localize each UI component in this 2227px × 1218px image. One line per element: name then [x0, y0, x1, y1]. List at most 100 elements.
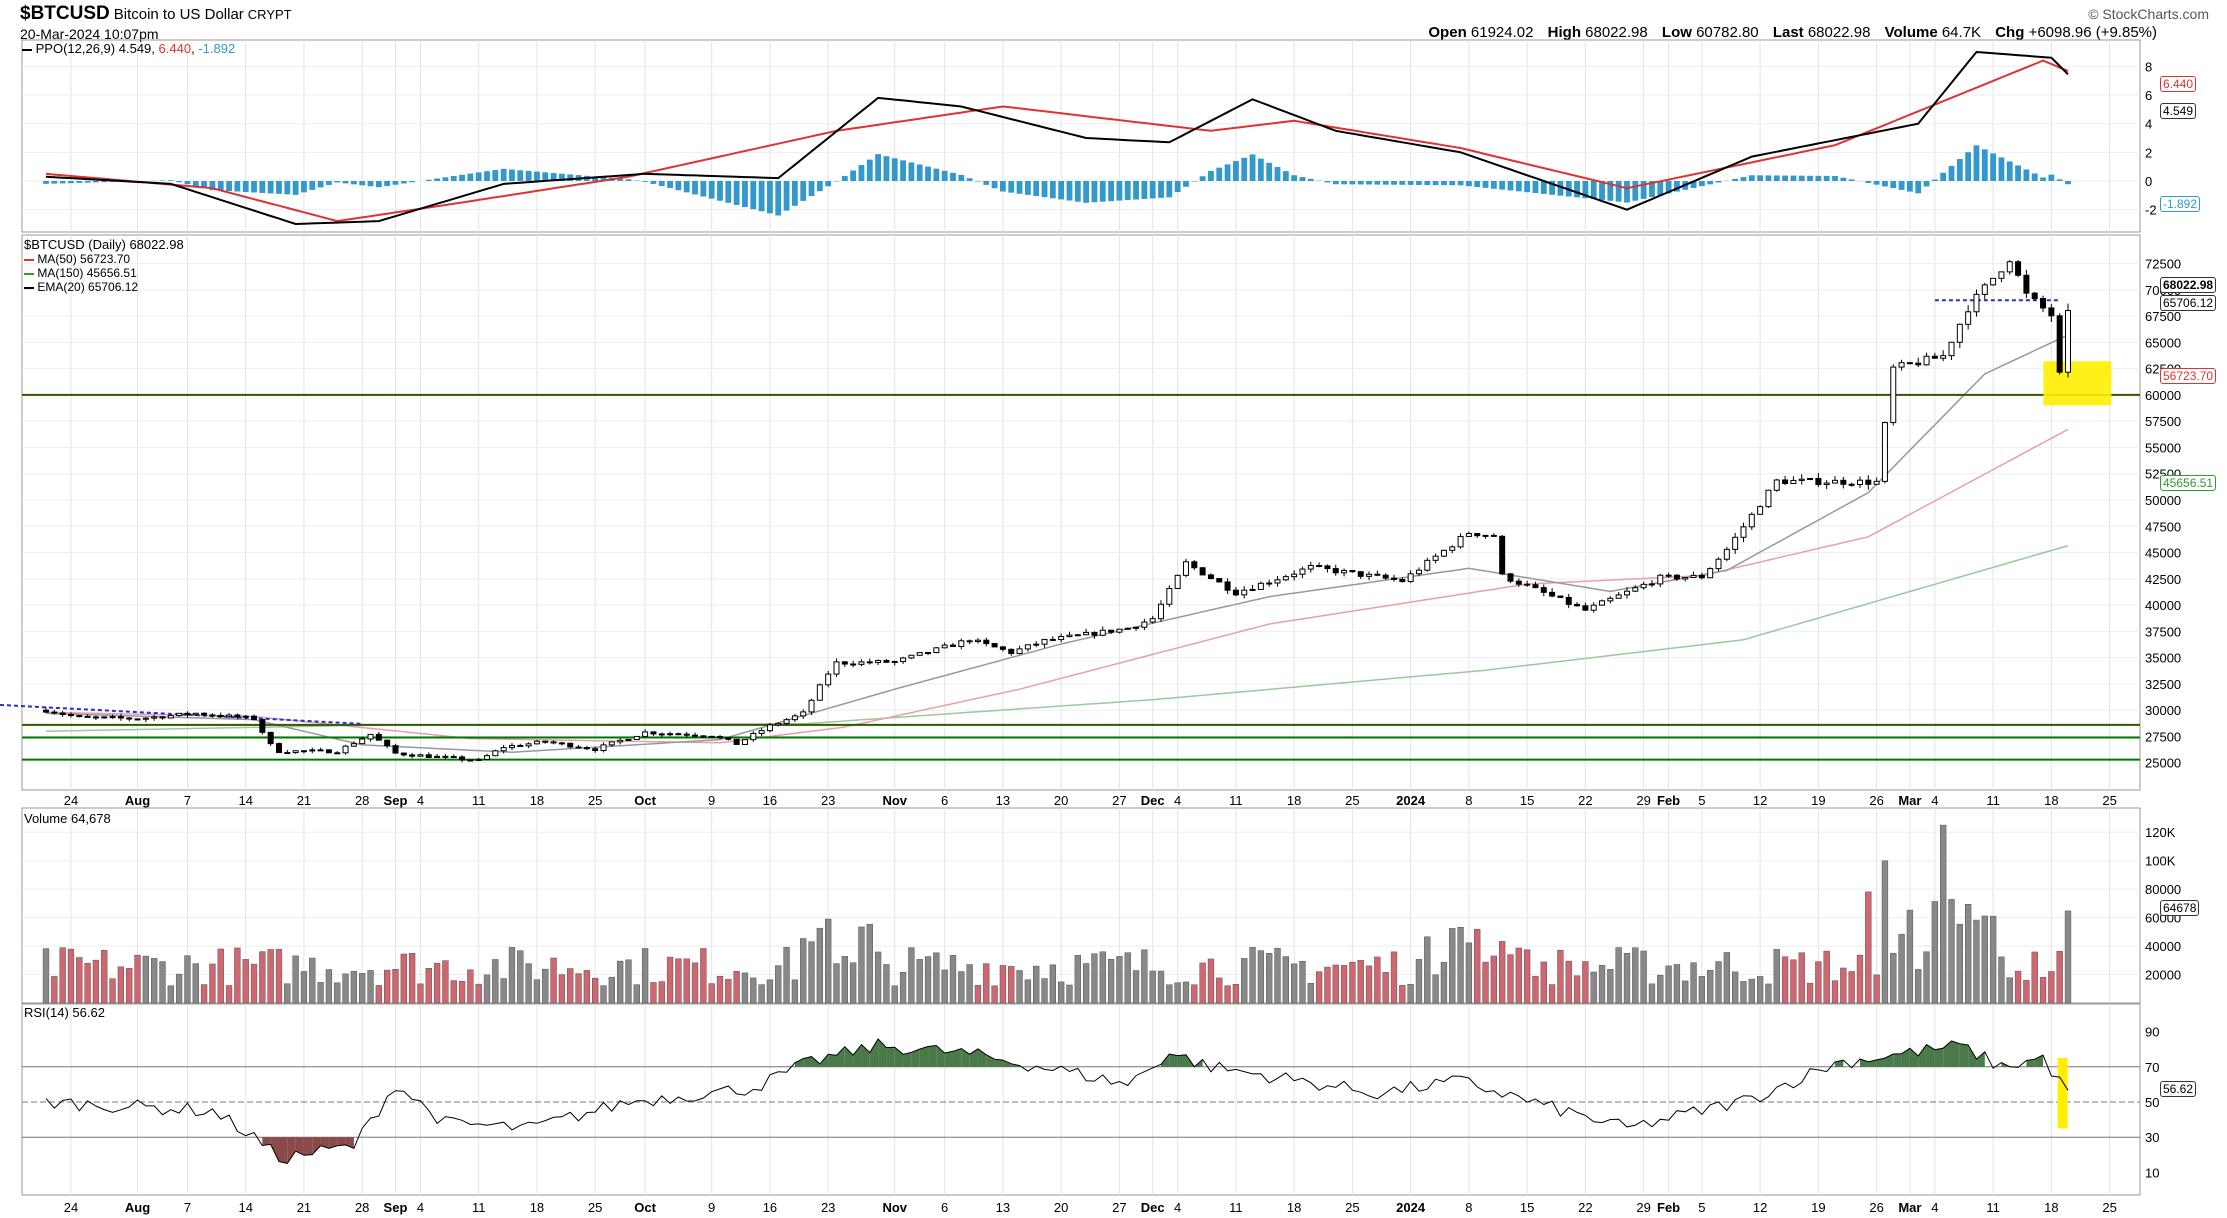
- ppo-histogram-bar: [758, 181, 765, 212]
- volume-bar: [1806, 982, 1814, 1004]
- rsi-tick-label: 50: [2145, 1095, 2159, 1110]
- candle: [442, 755, 449, 758]
- volume-bar: [1798, 952, 1805, 1004]
- candle: [1465, 532, 1472, 537]
- rsi-overbought-fill: [903, 1052, 912, 1067]
- candle: [500, 747, 507, 752]
- ppo-histogram-bar: [1349, 181, 1356, 185]
- ppo-histogram-bar: [1890, 181, 1897, 189]
- candle: [949, 644, 956, 647]
- volume-bar: [1365, 965, 1373, 1004]
- volume-bar: [625, 959, 632, 1004]
- ppo-histogram-bar: [1882, 181, 1888, 187]
- ppo-histogram-bar: [1232, 161, 1239, 181]
- x-tick-label-bottom: 12: [1753, 1200, 1767, 1215]
- candle: [841, 661, 848, 665]
- candle: [375, 733, 382, 741]
- candle: [1124, 627, 1131, 630]
- volume-bar: [225, 985, 233, 1004]
- volume-bar: [1474, 928, 1481, 1004]
- volume-bar: [1715, 961, 1722, 1004]
- volume-bar: [608, 976, 615, 1004]
- candle: [1690, 574, 1697, 578]
- rsi-overbought-fill: [1926, 1044, 1935, 1067]
- symbol-title: $BTCUSD Bitcoin to US Dollar CRYPT: [20, 3, 292, 25]
- price-tick-label: 57500: [2145, 414, 2181, 429]
- ppo-histogram-bar: [1357, 181, 1364, 185]
- ppo-histogram-bar: [2048, 174, 2055, 181]
- candle: [550, 741, 557, 744]
- volume-bar: [517, 950, 524, 1004]
- x-tick-label: 11: [472, 793, 486, 808]
- ppo-histogram-bar: [750, 181, 757, 210]
- candle: [692, 734, 699, 737]
- volume-bar: [1915, 969, 1922, 1004]
- high-label: High: [1547, 24, 1581, 41]
- ppo-value: 4.549: [118, 41, 152, 56]
- x-tick-label: 4: [417, 793, 424, 808]
- volume-bar: [1232, 984, 1240, 1004]
- volume-bar: [916, 959, 923, 1004]
- ppo-histogram-bar: [1815, 175, 1822, 181]
- volume-bar: [317, 982, 324, 1004]
- volume-bar: [700, 948, 707, 1004]
- ppo-histogram-bar: [1016, 181, 1023, 194]
- candle: [492, 750, 499, 757]
- candle: [850, 663, 857, 666]
- x-tick-label-bottom: 25: [1345, 1200, 1359, 1215]
- candle: [1557, 595, 1564, 598]
- ppo-histogram-bar: [301, 181, 307, 193]
- volume-bar: [1856, 954, 1864, 1004]
- candle: [875, 660, 882, 664]
- candle: [2056, 315, 2063, 373]
- candle: [1282, 576, 1289, 581]
- ppo-histogram-bar: [1291, 175, 1298, 181]
- ppo-histogram-bar: [1990, 153, 1997, 181]
- volume-bar: [1307, 982, 1314, 1004]
- rsi-overbought-fill: [1934, 1048, 1944, 1067]
- candle: [367, 733, 374, 740]
- ma50-legend: MA(50) 56723.70: [37, 252, 131, 266]
- candle: [999, 646, 1006, 650]
- candle: [417, 754, 424, 757]
- x-tick-label-bottom: 15: [1520, 1200, 1534, 1215]
- x-tick-label: 18: [1287, 793, 1301, 808]
- candle: [808, 699, 815, 713]
- ppo-histogram-bar: [1024, 181, 1031, 195]
- rsi-overbought-fill: [1951, 1040, 1960, 1067]
- volume-bar: [2064, 910, 2072, 1004]
- candle: [1166, 587, 1173, 605]
- x-tick-label-bottom: Dec: [1141, 1200, 1165, 1215]
- x-tick-label-bottom: 28: [355, 1200, 369, 1215]
- ppo-histogram-bar: [916, 164, 923, 181]
- candle: [251, 715, 258, 721]
- ppo-histogram-bar: [767, 181, 773, 214]
- volume-bar: [550, 957, 557, 1004]
- ppo-histogram-bar: [991, 181, 998, 189]
- price-tick-label: 67500: [2145, 309, 2181, 324]
- volume-bar: [2039, 977, 2047, 1004]
- candle: [67, 714, 74, 717]
- candle: [126, 717, 133, 720]
- ppo-histogram-bar: [442, 177, 449, 181]
- rsi-oversold-fill: [278, 1137, 288, 1164]
- ppo-histogram-bar: [925, 166, 931, 181]
- x-tick-label: Aug: [125, 793, 150, 808]
- volume-bar: [1640, 950, 1647, 1004]
- volume-bar: [175, 973, 183, 1004]
- volume-bar: [1973, 919, 1980, 1004]
- x-tick-label: Sep: [384, 793, 408, 808]
- ppo-histogram-bar: [1324, 181, 1331, 183]
- ppo-histogram-bar: [1457, 181, 1464, 186]
- rsi-overbought-fill: [886, 1047, 895, 1067]
- volume-bar: [1132, 970, 1140, 1004]
- ppo-histogram-bar: [467, 173, 474, 181]
- ppo-histogram-bar: [1066, 181, 1073, 201]
- candle: [467, 759, 474, 762]
- ppo-histogram-bar: [1832, 175, 1838, 181]
- ppo-histogram-bar: [683, 181, 690, 193]
- ppo-histogram-bar: [1540, 181, 1547, 194]
- x-tick-label-bottom: 13: [996, 1200, 1010, 1215]
- candle: [1798, 478, 1805, 481]
- volume-bar: [267, 949, 274, 1004]
